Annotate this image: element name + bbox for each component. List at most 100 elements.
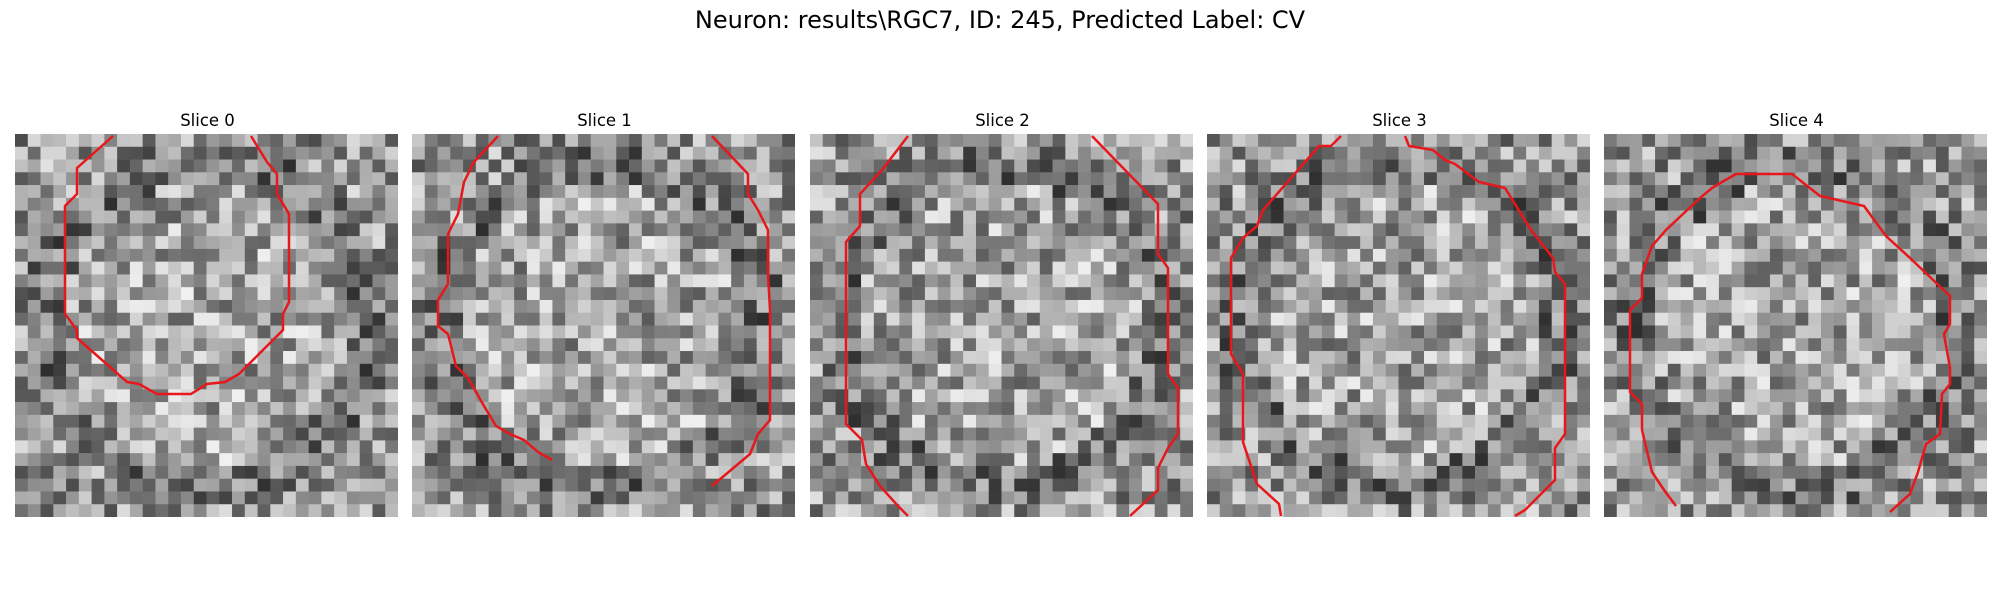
pixel: [1321, 287, 1335, 301]
pixel: [539, 504, 553, 517]
pixel: [1808, 389, 1822, 403]
pixel: [412, 453, 426, 467]
pixel: [1424, 185, 1438, 199]
pixel: [680, 274, 694, 288]
pixel: [142, 197, 156, 211]
pixel: [206, 248, 220, 262]
pixel: [526, 414, 540, 428]
pixel: [1462, 223, 1476, 237]
pixel: [1961, 236, 1975, 250]
pixel: [590, 287, 604, 301]
pixel: [1974, 363, 1987, 377]
pixel: [40, 134, 54, 148]
pixel: [1680, 440, 1694, 454]
pixel: [117, 159, 131, 173]
pixel: [1526, 389, 1540, 403]
pixel: [321, 414, 335, 428]
pixel: [1551, 504, 1565, 517]
pixel: [1795, 402, 1809, 416]
pixel: [1258, 274, 1272, 288]
pixel: [1065, 261, 1079, 275]
pixel: [1372, 491, 1386, 505]
pixel: [15, 491, 29, 505]
pixel: [1283, 465, 1297, 479]
pixel: [40, 325, 54, 339]
pixel: [346, 248, 360, 262]
pixel: [912, 351, 926, 365]
pixel: [1052, 287, 1066, 301]
pixel: [1616, 427, 1630, 441]
pixel: [1757, 312, 1771, 326]
pixel: [424, 325, 438, 339]
pixel: [78, 210, 92, 224]
pixel: [1935, 197, 1949, 211]
pixel: [1052, 402, 1066, 416]
pixel: [385, 504, 398, 517]
pixel: [848, 248, 862, 262]
pixel: [412, 325, 426, 339]
pixel: [334, 338, 348, 352]
pixel: [718, 376, 732, 390]
pixel: [91, 159, 105, 173]
pixel: [1372, 453, 1386, 467]
pixel: [975, 287, 989, 301]
pixel: [1129, 134, 1143, 148]
pixel: [1449, 338, 1463, 352]
pixel: [104, 440, 118, 454]
pixel: [1706, 351, 1720, 365]
pixel: [1604, 248, 1618, 262]
pixel: [372, 491, 386, 505]
pixel: [705, 338, 719, 352]
pixel: [1372, 261, 1386, 275]
pixel: [1103, 172, 1117, 186]
pixel: [1667, 325, 1681, 339]
pixel: [219, 299, 233, 313]
pixel: [950, 185, 964, 199]
pixel: [488, 389, 502, 403]
pixel: [1731, 478, 1745, 492]
pixel: [40, 261, 54, 275]
pixel: [295, 427, 309, 441]
pixel: [463, 363, 477, 377]
pixel: [1782, 159, 1796, 173]
pixel: [295, 351, 309, 365]
pixel: [1001, 185, 1015, 199]
pixel: [1974, 440, 1987, 454]
pixel: [1027, 414, 1041, 428]
pixel: [321, 197, 335, 211]
pixel: [1577, 491, 1590, 505]
pixel: [1462, 236, 1476, 250]
pixel: [424, 414, 438, 428]
pixel: [514, 363, 528, 377]
pixel: [1411, 325, 1425, 339]
pixel: [193, 236, 207, 250]
pixel: [117, 299, 131, 313]
pixel: [488, 185, 502, 199]
pixel: [1309, 236, 1323, 250]
pixel: [654, 440, 668, 454]
pixel: [1398, 363, 1412, 377]
pixel: [1424, 414, 1438, 428]
pixel: [1052, 389, 1066, 403]
pixel: [1910, 338, 1924, 352]
pixel: [963, 287, 977, 301]
pixel: [1039, 172, 1053, 186]
pixel: [667, 491, 681, 505]
pixel: [861, 312, 875, 326]
pixel: [912, 248, 926, 262]
pixel: [1141, 414, 1155, 428]
pixel: [1680, 261, 1694, 275]
pixel: [104, 491, 118, 505]
pixel: [641, 261, 655, 275]
pixel: [526, 325, 540, 339]
pixel: [372, 146, 386, 160]
pixel: [1833, 236, 1847, 250]
pixel: [1207, 299, 1221, 313]
pixel: [463, 134, 477, 148]
pixel: [1680, 478, 1694, 492]
pixel: [104, 427, 118, 441]
pixel: [1116, 210, 1130, 224]
pixel: [104, 338, 118, 352]
pixel: [1270, 376, 1284, 390]
pixel: [1245, 146, 1259, 160]
